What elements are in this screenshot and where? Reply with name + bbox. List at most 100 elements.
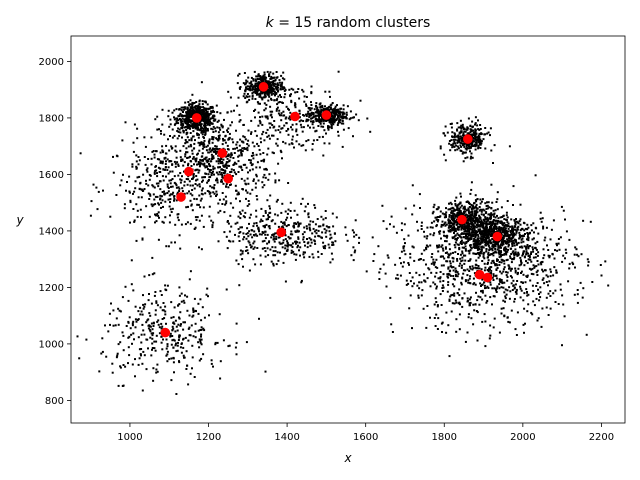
data-point <box>355 113 358 116</box>
data-point <box>448 298 451 301</box>
data-point <box>289 111 292 114</box>
data-point <box>485 225 488 228</box>
data-point <box>305 120 308 123</box>
data-point <box>456 208 458 211</box>
data-point <box>148 198 151 200</box>
data-point <box>280 112 283 115</box>
data-point <box>181 122 184 125</box>
data-point <box>198 185 201 188</box>
data-point <box>184 336 187 339</box>
data-point <box>264 92 267 95</box>
data-point <box>279 94 281 97</box>
data-point <box>290 142 293 145</box>
data-point <box>543 282 546 285</box>
data-point <box>458 246 461 249</box>
data-point <box>476 237 479 240</box>
data-point <box>178 128 181 131</box>
data-point <box>173 134 176 137</box>
data-point <box>271 134 273 137</box>
data-point <box>308 227 311 230</box>
data-point <box>282 239 285 242</box>
data-point <box>285 116 288 119</box>
data-point <box>450 143 453 146</box>
data-point <box>403 249 406 252</box>
data-point <box>353 235 356 238</box>
data-point <box>190 106 193 109</box>
data-point <box>247 182 250 185</box>
data-point <box>506 216 509 219</box>
data-point <box>492 326 495 329</box>
data-point <box>498 263 501 266</box>
data-point <box>226 161 229 164</box>
data-point <box>238 284 241 287</box>
data-point <box>196 168 199 171</box>
data-point <box>189 372 192 375</box>
data-point <box>116 352 119 355</box>
data-point <box>191 115 194 118</box>
data-point <box>263 184 266 187</box>
data-point <box>513 232 515 235</box>
data-point <box>304 244 306 247</box>
data-point <box>488 249 491 251</box>
data-point <box>168 205 171 208</box>
data-point <box>189 113 192 116</box>
data-point <box>261 181 264 184</box>
data-point <box>323 142 326 145</box>
data-point <box>352 259 355 262</box>
data-point <box>154 221 156 224</box>
data-point <box>154 118 157 121</box>
data-point <box>462 160 465 163</box>
data-point <box>475 206 478 209</box>
data-point <box>149 325 152 328</box>
data-point <box>177 122 180 125</box>
data-point <box>195 179 197 182</box>
data-point <box>247 144 250 147</box>
data-point <box>339 121 342 124</box>
data-point <box>221 143 224 146</box>
data-point <box>296 230 299 233</box>
data-point <box>202 353 205 356</box>
data-point <box>515 231 518 234</box>
data-point <box>246 146 249 149</box>
data-point <box>471 126 474 129</box>
data-point <box>212 138 215 141</box>
data-point <box>180 179 183 182</box>
data-point <box>500 279 503 281</box>
data-point <box>183 180 186 183</box>
data-point <box>464 227 467 230</box>
data-point <box>150 157 153 160</box>
data-point <box>243 136 246 139</box>
data-point <box>448 140 451 142</box>
data-point <box>182 130 185 132</box>
data-point <box>526 274 529 277</box>
data-point <box>467 260 470 262</box>
data-point <box>209 150 212 153</box>
data-point <box>158 158 161 161</box>
data-point <box>427 267 430 270</box>
data-point <box>315 232 318 235</box>
data-point <box>258 317 260 320</box>
data-point <box>303 210 306 213</box>
data-point <box>235 197 237 200</box>
data-point <box>471 142 474 144</box>
data-point <box>456 213 459 216</box>
data-point <box>320 110 322 113</box>
data-point <box>501 254 503 256</box>
data-point <box>164 310 167 313</box>
data-point <box>147 324 150 327</box>
data-point <box>333 108 336 111</box>
data-point <box>183 170 185 173</box>
data-point <box>450 310 453 313</box>
data-point <box>344 226 347 229</box>
data-point <box>439 271 442 273</box>
data-point <box>474 225 477 228</box>
data-point <box>485 239 487 242</box>
data-point <box>258 148 261 151</box>
data-point <box>474 194 477 197</box>
data-point <box>144 163 147 166</box>
data-point <box>472 134 475 136</box>
data-point <box>499 228 502 231</box>
data-point <box>449 252 452 255</box>
data-point <box>189 132 192 134</box>
data-point <box>247 88 250 91</box>
